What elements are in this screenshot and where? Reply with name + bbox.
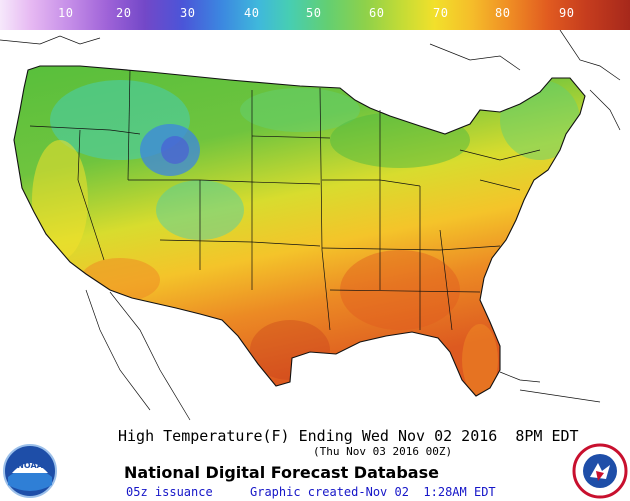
colorbar-tick: 20 (116, 6, 132, 20)
state-borders (13, 65, 586, 397)
colorbar-tick: 30 (180, 6, 196, 20)
temperature-map (0, 30, 621, 421)
colorbar-tick: 40 (244, 6, 260, 20)
noaa-logo: NOAA (3, 444, 57, 498)
issuance-label: 05z issuance (126, 485, 213, 499)
colorbar-tick: 50 (306, 6, 322, 20)
created-label: Graphic created-Nov 02 1:28AM EDT (250, 485, 496, 499)
map-title: High Temperature(F) Ending Wed Nov 02 20… (118, 427, 579, 445)
colorbar-tick: 10 (58, 6, 74, 20)
temperature-colorbar: 10 20 30 40 50 60 70 80 90 (0, 0, 630, 30)
colorbar-tick: 60 (369, 6, 385, 20)
colorbar-tick: 70 (433, 6, 449, 20)
database-name: National Digital Forecast Database (124, 463, 439, 482)
colorbar-tick: 80 (495, 6, 511, 20)
temperature-field (14, 66, 585, 396)
neighbor-outlines (0, 30, 621, 421)
map-subtitle: (Thu Nov 03 2016 00Z) (313, 445, 453, 458)
colorbar-tick: 90 (559, 6, 575, 20)
svg-text:NOAA: NOAA (17, 461, 43, 470)
nws-logo (572, 443, 628, 499)
